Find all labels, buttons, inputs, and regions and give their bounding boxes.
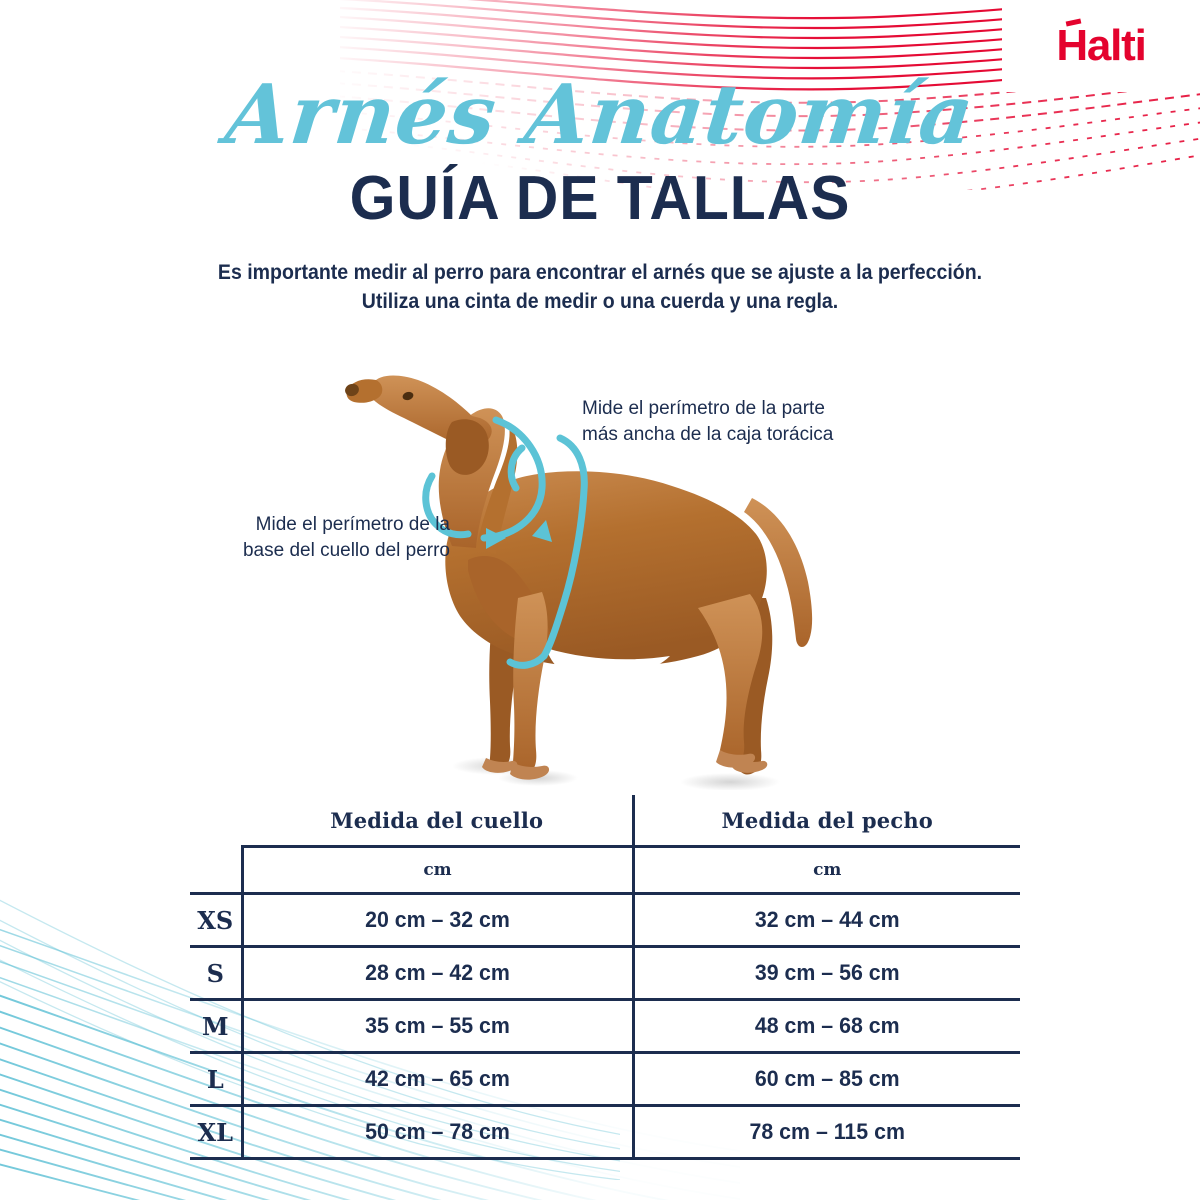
table-row: XL 50 cm – 78 cm 78 cm – 115 cm: [190, 1105, 1020, 1160]
size-table-wrapper: Medida del cuello Medida del pecho cm cm…: [190, 795, 1020, 1160]
callout-chest-line-2: más ancha de la caja torácica: [582, 424, 834, 445]
callout-neck: Mide el perímetro de la base del cuello …: [160, 512, 450, 564]
brand-logo-text: Halti: [1056, 21, 1147, 70]
group-header-neck: Medida del cuello: [242, 795, 635, 847]
size-table: Medida del cuello Medida del pecho cm cm…: [190, 795, 1020, 1160]
unit-chest: cm: [633, 845, 1020, 895]
neck-range: 42 cm – 65 cm: [246, 1052, 629, 1107]
size-label: XL: [190, 1105, 242, 1160]
dog-illustration: [345, 375, 813, 790]
chest-range: 32 cm – 44 cm: [638, 893, 1015, 948]
callout-neck-line-2: base del cuello del perro: [242, 540, 450, 561]
group-header-spacer: [190, 795, 242, 847]
table-group-header-row: Medida del cuello Medida del pecho: [190, 795, 1020, 847]
neck-arrow-head-icon: [486, 528, 506, 549]
brand-logo: Halti: [1002, 0, 1200, 92]
subtitle-line-1: Es importante medir al perro para encont…: [217, 261, 983, 284]
table-row: XS 20 cm – 32 cm 32 cm – 44 cm: [190, 893, 1020, 948]
subtitle-line-2: Utiliza una cinta de medir o una cuerda …: [361, 290, 839, 313]
chest-range: 60 cm – 85 cm: [638, 1052, 1015, 1107]
table-row: S 28 cm – 42 cm 39 cm – 56 cm: [190, 946, 1020, 1001]
script-title: Arnés Anatomía: [221, 67, 979, 163]
chest-arrow-head-icon: [532, 520, 552, 542]
subtitle: Es importante medir al perro para encont…: [42, 258, 1158, 316]
chest-range: 39 cm – 56 cm: [638, 946, 1015, 1001]
chest-range: 78 cm – 115 cm: [638, 1105, 1015, 1160]
page-title: GUÍA DE TALLAS: [349, 164, 851, 233]
table-row: L 42 cm – 65 cm 60 cm – 85 cm: [190, 1052, 1020, 1107]
neck-range: 28 cm – 42 cm: [246, 946, 629, 1001]
neck-range: 50 cm – 78 cm: [246, 1105, 629, 1160]
callout-chest-line-1: Mide el perímetro de la parte: [582, 398, 825, 419]
unit-spacer: [190, 846, 242, 895]
chest-measure-arrow-icon: [506, 434, 588, 669]
callout-neck-line-1: Mide el perímetro de la: [255, 514, 450, 535]
size-label: S: [190, 946, 242, 1001]
neck-measure-arrow-icon: [422, 416, 546, 542]
table-unit-row: cm cm: [190, 845, 1020, 895]
size-label: XS: [190, 893, 242, 948]
neck-range: 35 cm – 55 cm: [246, 999, 629, 1054]
size-label: L: [190, 1052, 242, 1107]
chest-range: 48 cm – 68 cm: [638, 999, 1015, 1054]
size-label: M: [190, 999, 242, 1054]
callout-chest: Mide el perímetro de la parte más ancha …: [582, 396, 912, 448]
neck-range: 20 cm – 32 cm: [246, 893, 629, 948]
group-header-chest: Medida del pecho: [721, 807, 933, 833]
unit-neck: cm: [240, 845, 635, 895]
table-row: M 35 cm – 55 cm 48 cm – 68 cm: [190, 999, 1020, 1054]
